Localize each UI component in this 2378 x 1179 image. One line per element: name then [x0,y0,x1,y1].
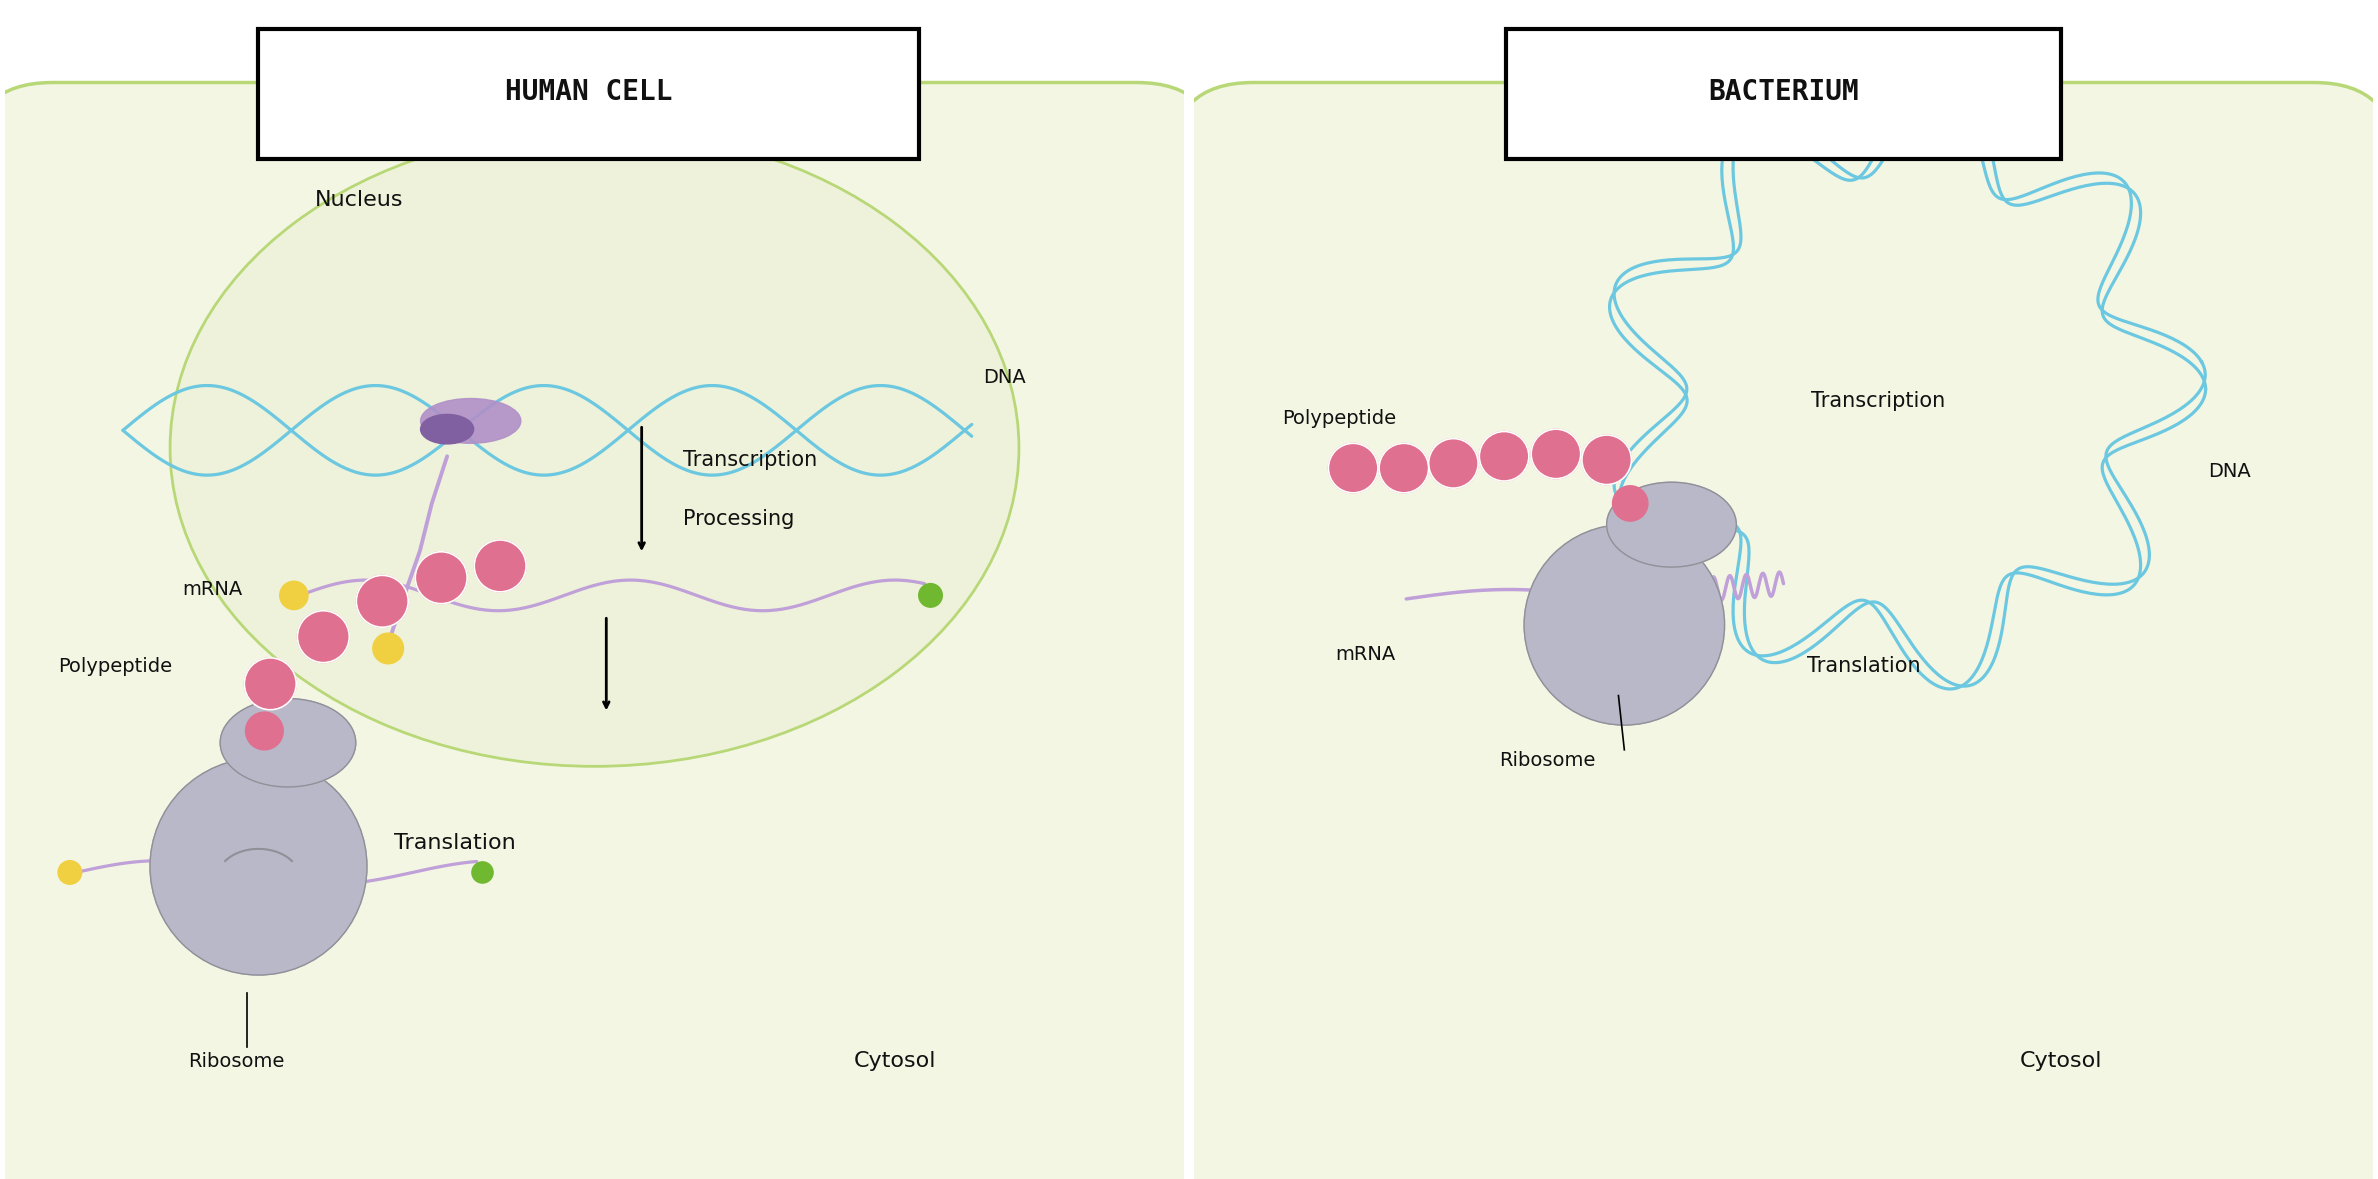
Text: Cytosol: Cytosol [2019,1052,2102,1071]
Text: DNA: DNA [984,368,1027,387]
Text: mRNA: mRNA [181,580,243,599]
Text: Polypeptide: Polypeptide [57,657,171,676]
Circle shape [1429,439,1479,488]
Circle shape [918,584,942,607]
Text: Ribosome: Ribosome [188,1052,283,1071]
FancyBboxPatch shape [1170,83,2378,1179]
Circle shape [473,540,526,592]
Circle shape [373,633,404,664]
Text: Transcription: Transcription [682,450,818,469]
Text: Cytosol: Cytosol [854,1052,937,1071]
Circle shape [281,581,309,610]
Text: Nucleus: Nucleus [314,191,402,210]
Text: Ribosome: Ribosome [1501,751,1596,770]
FancyBboxPatch shape [0,83,1220,1179]
Circle shape [245,658,297,710]
Circle shape [1612,486,1648,521]
Circle shape [150,758,366,975]
Circle shape [357,575,409,627]
Text: Processing: Processing [682,509,794,528]
FancyBboxPatch shape [259,29,918,159]
Circle shape [416,552,466,604]
Circle shape [1581,435,1631,485]
FancyBboxPatch shape [1505,29,2062,159]
Circle shape [1531,429,1581,479]
Circle shape [1479,432,1529,481]
Circle shape [1524,525,1724,725]
Text: Translation: Translation [1807,657,1921,676]
Circle shape [297,611,350,663]
Ellipse shape [421,399,521,443]
Text: Translation: Translation [395,834,516,852]
Circle shape [471,862,492,883]
Text: mRNA: mRNA [1336,645,1396,664]
Ellipse shape [1608,482,1736,567]
Circle shape [57,861,81,884]
Text: BACTERIUM: BACTERIUM [1707,78,1860,106]
Ellipse shape [421,415,473,444]
Ellipse shape [221,698,357,788]
Ellipse shape [171,130,1018,766]
Circle shape [245,712,283,750]
Circle shape [1379,443,1429,493]
Text: Polypeptide: Polypeptide [1282,409,1396,428]
Text: DNA: DNA [2207,462,2250,481]
Circle shape [1329,443,1377,493]
Text: HUMAN CELL: HUMAN CELL [504,78,673,106]
Text: Transcription: Transcription [1810,391,1945,410]
